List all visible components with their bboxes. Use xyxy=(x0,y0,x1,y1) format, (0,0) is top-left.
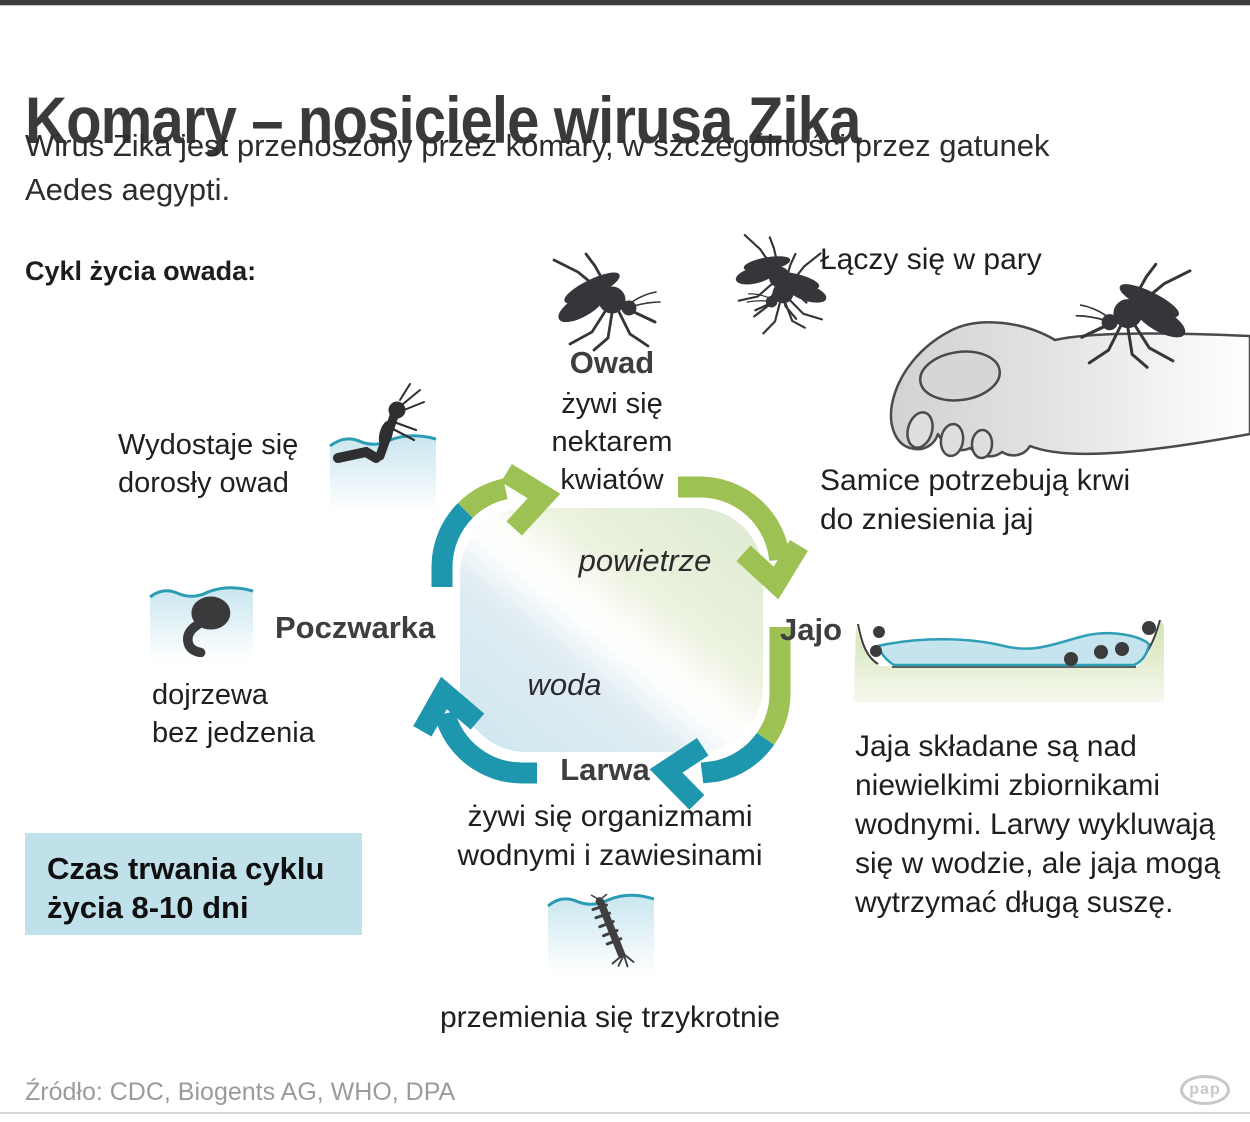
top-divider xyxy=(0,5,1250,6)
emerging-note: Wydostaje się dorosły owad xyxy=(118,429,299,499)
adult-mosquito-icon xyxy=(552,252,662,352)
source-note: Źródło: CDC, Biogents AG, WHO, DPA xyxy=(25,1078,456,1106)
cycle-arrow-egg-larva-teal xyxy=(700,732,775,784)
stage-note-poczwarka: dojrzewa bez jedzenia xyxy=(152,679,315,749)
duration-text: Czas trwania cyklu życia 8-10 dni xyxy=(47,851,325,925)
puddle-bank xyxy=(854,620,1164,702)
egg-puddle-icon xyxy=(854,619,1164,702)
cycle-arrow-adult-egg xyxy=(678,476,791,562)
cycle-heading: Cykl życia owada: xyxy=(25,256,257,286)
top-bar xyxy=(0,0,1250,5)
bottom-divider xyxy=(0,1112,1250,1114)
pairing-note: Łączy się w pary xyxy=(820,243,1042,276)
pap-logo: pap xyxy=(1180,1075,1230,1105)
stage-label-larwa: Larwa xyxy=(560,752,650,787)
cycle-center-panel xyxy=(460,508,763,752)
page-subtitle: Wirus Zika jest przenoszony przez komary… xyxy=(25,128,1050,207)
life-cycle-diagram xyxy=(420,455,880,840)
emerging-adult-icon xyxy=(329,383,437,512)
cycle-arrow-pupa-adult-green xyxy=(457,478,508,519)
cycle-arrow-pupa-adult-teal xyxy=(431,502,474,587)
stage-label-poczwarka: Poczwarka xyxy=(275,610,436,645)
air-label: powietrze xyxy=(578,543,712,578)
larva-in-water-icon xyxy=(547,890,655,974)
eggs-note: Jaja składane są nad niewielkimi zbiorni… xyxy=(855,730,1221,919)
curled-finger xyxy=(918,350,1002,402)
fingertips xyxy=(906,411,994,460)
molting-note: przemienia się trzykrotnie xyxy=(439,1001,781,1034)
page-title: Komary – nosiciele wirusa Zika xyxy=(25,83,861,158)
duration-box: Czas trwania cyklu życia 8-10 dni xyxy=(25,833,362,935)
arrowhead-left-icon xyxy=(663,743,703,802)
stage-label-owad: Owad xyxy=(569,345,655,380)
cycle-arrow-larva-pupa xyxy=(434,710,537,784)
pupa-in-water-icon xyxy=(149,586,254,661)
blood-note: Samice potrzebują krwi do zniesienia jaj xyxy=(820,464,1131,536)
emerging-mosquito xyxy=(333,383,425,463)
stage-note-owad: żywi się nektarem kwiatów xyxy=(551,388,673,496)
stage-note-larwa: żywi się organizmami wodnymi i zawiesina… xyxy=(457,800,763,872)
cycle-arrow-egg-larva-green xyxy=(756,627,791,745)
puddle-water xyxy=(876,631,1151,667)
water-label: woda xyxy=(527,667,602,702)
mosquito-eggs xyxy=(870,621,1156,666)
mosquito-biting-arm-icon xyxy=(889,262,1250,460)
stage-label-jajo: Jajo xyxy=(780,612,843,647)
